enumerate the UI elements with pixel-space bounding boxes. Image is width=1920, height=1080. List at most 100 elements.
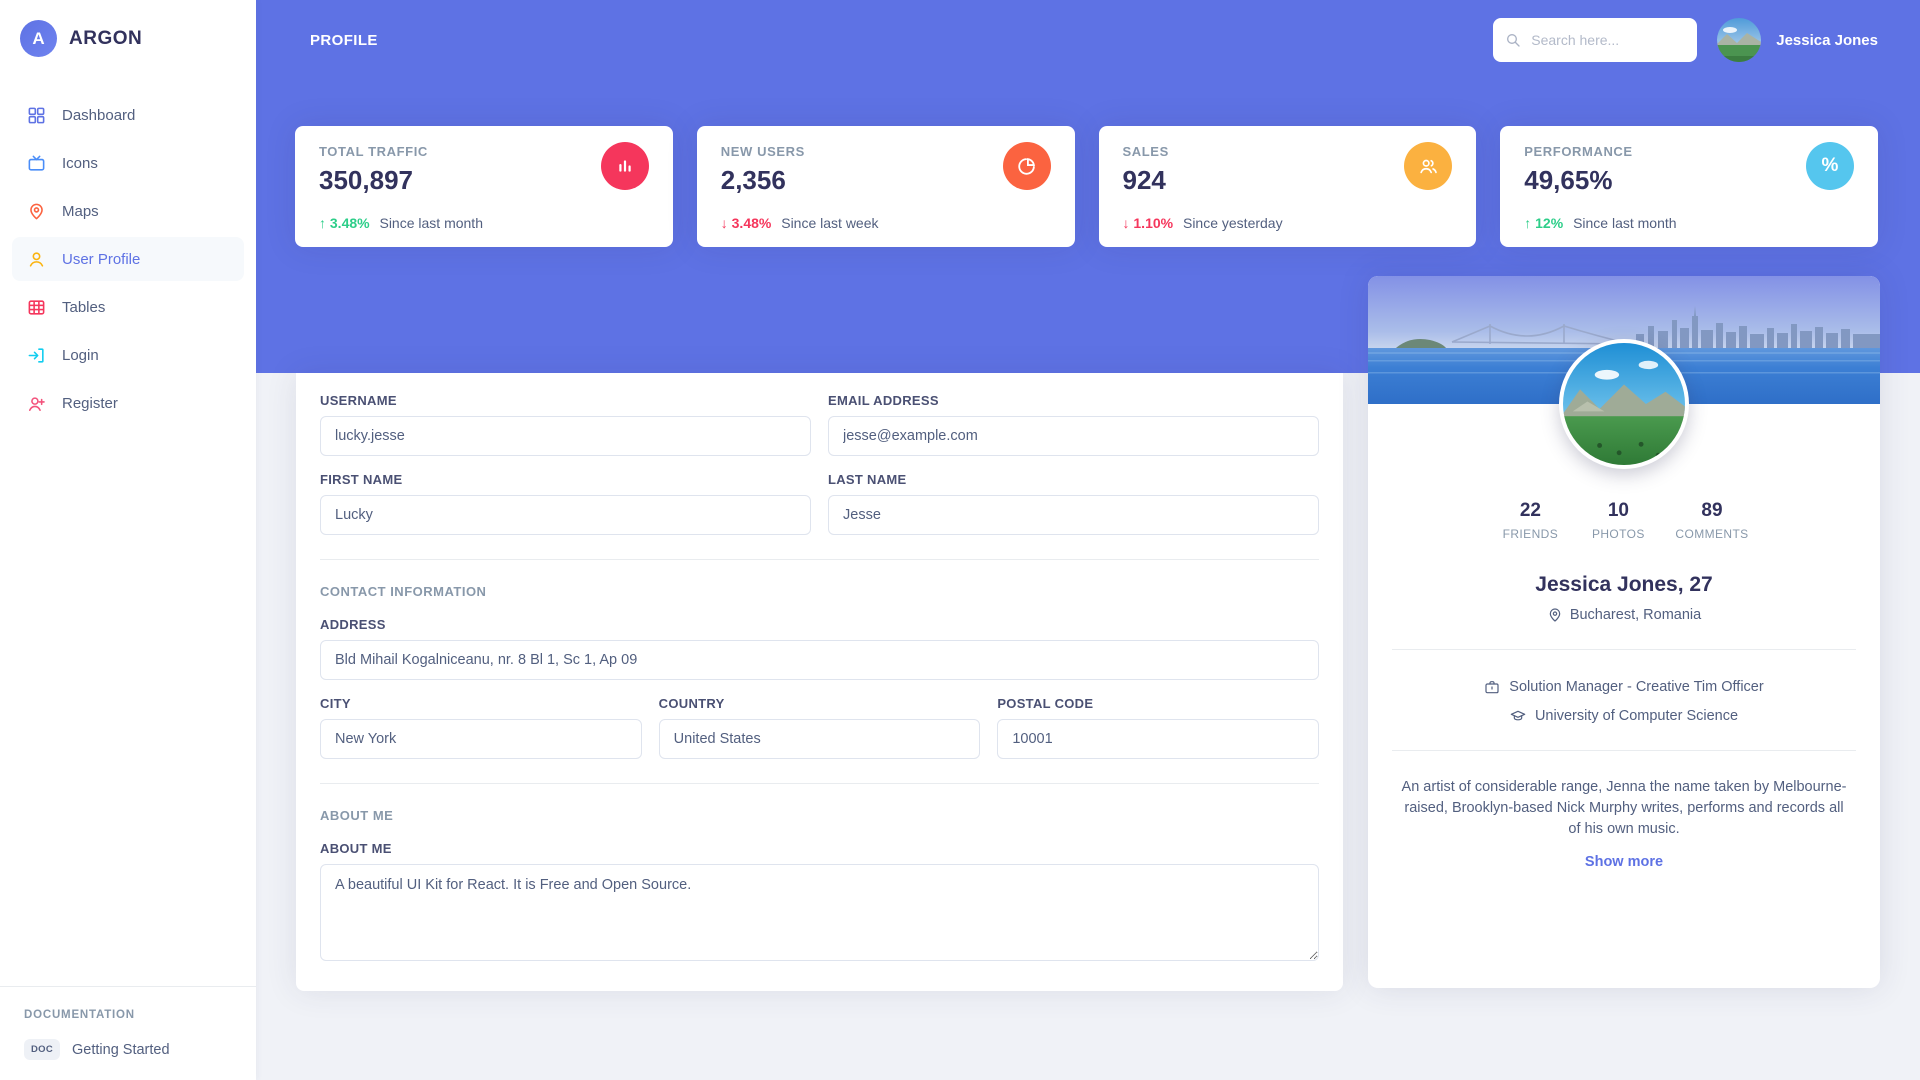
stat-value: 2,356	[720, 165, 786, 195]
stat-card-sales: SALES 924 ↓ 1.10% Since yesterday	[1098, 126, 1477, 247]
sidebar-docs-section: DOCUMENTATION DOC Getting Started	[0, 986, 256, 1080]
username-label: USERNAME	[320, 393, 397, 408]
sidebar-item-tables[interactable]: Tables	[12, 285, 244, 329]
stat-label: SALES	[1122, 144, 1169, 159]
stat-card-new-users: NEW USERS 2,356 ↓ 3.48% Since last week	[696, 126, 1075, 247]
navbar-avatar-image	[1717, 18, 1762, 62]
profile-divider	[1392, 649, 1856, 650]
account-form-card: USERNAME EMAIL ADDRESS FIRST NAME LAST N…	[296, 373, 1343, 991]
tv-icon	[26, 153, 46, 173]
table-icon	[26, 297, 46, 317]
stat-label: PHOTOS	[1591, 527, 1645, 541]
address-input[interactable]	[320, 640, 1319, 680]
sidebar-item-label: Icons	[62, 154, 98, 172]
delta-note: Since yesterday	[1182, 215, 1283, 231]
brand[interactable]: A ARGON	[0, 0, 256, 57]
sidebar-item-login[interactable]: Login	[12, 333, 244, 377]
stat-comments: 89 COMMENTS	[1675, 500, 1748, 541]
sidebar-item-label: Register	[62, 394, 118, 412]
delta-value: 1.10%	[1133, 215, 1174, 231]
stat-value: 350,897	[319, 165, 413, 195]
stat-value: 89	[1701, 500, 1723, 521]
country-label: COUNTRY	[658, 696, 725, 711]
first-name-label: FIRST NAME	[320, 472, 403, 487]
stat-value: 22	[1519, 500, 1541, 521]
graduation-cap-icon	[1510, 710, 1526, 721]
delta-value: 3.48%	[329, 215, 370, 231]
doc-badge-icon: DOC	[24, 1039, 61, 1060]
docs-heading: DOCUMENTATION	[24, 1009, 135, 1021]
postal-code-label: POSTAL CODE	[997, 696, 1094, 711]
pie-chart-icon	[1002, 142, 1051, 190]
delta-note: Since last month	[379, 215, 483, 231]
about-me-label: ABOUT ME	[320, 841, 392, 856]
navbar-avatar[interactable]	[1717, 18, 1762, 62]
show-more-link[interactable]: Show more	[1584, 854, 1664, 871]
profile-location: Bucharest, Romania	[1368, 607, 1880, 623]
sidebar-item-register[interactable]: Register	[12, 381, 244, 425]
sidebar-nav: Dashboard Icons Maps User Profile	[0, 57, 256, 425]
map-pin-icon	[26, 201, 46, 221]
about-me-textarea[interactable]: A beautiful UI Kit for React. It is Free…	[320, 864, 1319, 961]
stat-label: TOTAL TRAFFIC	[319, 144, 428, 159]
sidebar-item-label: Tables	[62, 298, 106, 316]
stat-value: 10	[1607, 500, 1629, 521]
form-divider	[320, 783, 1319, 784]
delta-arrow: ↑	[319, 215, 326, 231]
profile-bio: An artist of considerable range, Jenna t…	[1401, 779, 1847, 838]
stat-label: NEW USERS	[720, 144, 805, 159]
profile-divider	[1392, 750, 1856, 751]
stat-card-performance: PERFORMANCE 49,65% % ↑ 12% Since last mo…	[1500, 126, 1878, 247]
register-icon	[26, 393, 46, 413]
stat-delta: ↑ 3.48% Since last month	[319, 215, 483, 231]
percent-icon: %	[1806, 142, 1854, 190]
stat-photos: 10 PHOTOS	[1587, 500, 1649, 541]
city-input[interactable]	[320, 719, 642, 759]
sidebar-item-maps[interactable]: Maps	[12, 189, 244, 233]
delta-note: Since last week	[781, 215, 879, 231]
dashboard-icon	[26, 105, 46, 125]
job-text: Solution Manager - Creative Tim Officer	[1509, 679, 1764, 695]
bar-chart-icon	[600, 142, 649, 190]
stat-label: COMMENTS	[1675, 527, 1749, 541]
delta-arrow: ↓	[1122, 215, 1130, 231]
last-name-label: LAST NAME	[828, 472, 907, 487]
stat-value: 49,65%	[1524, 165, 1613, 195]
email-input[interactable]	[828, 416, 1319, 456]
first-name-input[interactable]	[320, 495, 811, 535]
sidebar-item-getting-started[interactable]: DOC Getting Started	[24, 1039, 232, 1060]
sidebar-item-user-profile[interactable]: User Profile	[12, 237, 244, 281]
topbar: PROFILE	[256, 0, 1920, 80]
location-pin-icon	[1549, 608, 1561, 622]
sidebar-item-icons[interactable]: Icons	[12, 141, 244, 185]
delta-note: Since last month	[1573, 215, 1677, 231]
username-input[interactable]	[320, 416, 811, 456]
delta-value: 3.48%	[731, 215, 772, 231]
stats-row: TOTAL TRAFFIC 350,897 ↑ 3.48% Since last…	[295, 126, 1878, 247]
search-input[interactable]	[1529, 31, 1686, 49]
navbar-user-name[interactable]: Jessica Jones	[1776, 31, 1878, 49]
email-label: EMAIL ADDRESS	[828, 393, 939, 408]
brand-name: ARGON	[69, 27, 143, 49]
sidebar-item-dashboard[interactable]: Dashboard	[12, 93, 244, 137]
stat-card-total-traffic: TOTAL TRAFFIC 350,897 ↑ 3.48% Since last…	[295, 126, 673, 247]
sidebar-item-label: Getting Started	[72, 1041, 170, 1058]
sidebar-item-label: Login	[62, 346, 99, 364]
sidebar-item-label: Dashboard	[62, 106, 136, 124]
sidebar: A ARGON Dashboard Icons Maps	[0, 0, 256, 1080]
postal-code-input[interactable]	[997, 719, 1319, 759]
form-divider	[320, 559, 1319, 560]
profile-card: 22 FRIENDS 10 PHOTOS 89 COMMENTS Jessica…	[1368, 276, 1880, 988]
country-input[interactable]	[658, 719, 981, 759]
search-box	[1493, 18, 1698, 62]
last-name-input[interactable]	[828, 495, 1319, 535]
stat-value: 924	[1122, 165, 1166, 195]
stat-delta: ↑ 12% Since last month	[1524, 215, 1676, 231]
profile-name: Jessica Jones, 27	[1535, 573, 1713, 596]
stat-label: FRIENDS	[1502, 527, 1559, 541]
brand-logo-icon: A	[20, 20, 57, 57]
sidebar-item-label: Maps	[62, 202, 99, 220]
profile-avatar	[1559, 339, 1689, 469]
login-icon	[26, 345, 46, 365]
